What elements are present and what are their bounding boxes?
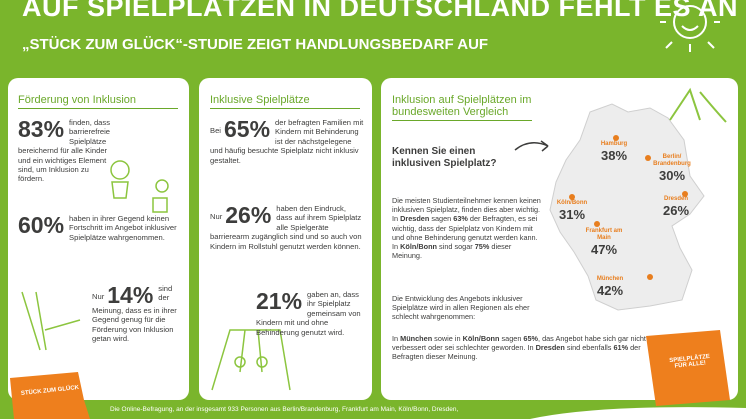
paragraph: In München sowie in Köln/Bonn sagen 65%,… xyxy=(392,334,652,362)
footer: Die Online-Befragung, an der insgesamt 9… xyxy=(110,406,459,413)
city-dots xyxy=(569,135,688,280)
title: AUF SPIELPLÄTZEN IN DEUTSCHLAND FEHLT ES… xyxy=(22,0,746,22)
subtitle: „STÜCK ZUM GLÜCK“-STUDIE ZEIGT HANDLUNGS… xyxy=(22,36,489,53)
city-value: 47% xyxy=(590,242,618,257)
stat-prefix: Nur xyxy=(92,292,105,301)
city-name: München xyxy=(596,276,624,282)
stat-text: der befragten Familien mit Kindern mit B… xyxy=(210,118,364,165)
paragraph: Die Entwicklung des Angebots inklusiver … xyxy=(392,294,542,322)
map xyxy=(549,103,705,311)
emphasis: Dresden xyxy=(400,214,430,224)
city-label: Berlin/ Brandenburg 30% xyxy=(648,154,696,183)
city-value: 38% xyxy=(600,148,628,163)
stat-prefix: Nur xyxy=(210,212,223,221)
emphasis: Köln/Bonn xyxy=(400,242,438,252)
stat-value: 60% xyxy=(18,212,65,238)
emphasis: 65% xyxy=(523,334,539,343)
logo-band xyxy=(530,407,746,419)
text: , das Angebot habe sich gar nicht verbes… xyxy=(392,334,646,353)
city-value: 26% xyxy=(662,203,690,218)
stat-value: 65% xyxy=(223,116,271,142)
text: In xyxy=(392,334,401,343)
text: Die meisten Studienteilnehmer kennen kei… xyxy=(392,196,541,224)
stat-value: 83% xyxy=(18,116,65,142)
city-value: 31% xyxy=(558,207,586,222)
stat-text: gaben an, dass ihr Spielplatz gemeinsam … xyxy=(256,290,361,337)
stat-text: haben in ihrer Gegend keinen Fortschritt… xyxy=(69,214,177,242)
emphasis: 61% xyxy=(613,343,629,353)
stat-value: 14% xyxy=(107,282,154,308)
stat: 21% gaben an, dass ihr Spielplatz gemeins… xyxy=(256,290,364,337)
stat-text: sind der Meinung, dass es in ihrer Gegen… xyxy=(92,284,177,344)
stat-text: finden, dass barrierefreie Spielplätze b… xyxy=(18,118,110,184)
city-value: 42% xyxy=(596,283,624,298)
text: sind ebenfalls xyxy=(564,343,614,353)
stat-value: 21% xyxy=(256,288,303,314)
sun xyxy=(660,5,720,52)
card xyxy=(8,78,189,400)
question: Kennen Sie einen inklusiven Spielplatz? xyxy=(392,146,497,169)
badge-shape xyxy=(10,372,90,419)
emphasis: Köln/Bonn xyxy=(462,334,500,343)
stat-prefix: Bei xyxy=(210,126,221,135)
text: sagen xyxy=(499,334,524,343)
paragraph: Die meisten Studienteilnehmer kennen kei… xyxy=(392,196,542,260)
city-name: Dresden xyxy=(663,196,688,202)
text: sind sogar xyxy=(437,242,475,252)
emphasis: München xyxy=(400,334,433,343)
badge-shape xyxy=(646,330,730,406)
city-label: München 42% xyxy=(590,276,630,298)
text: dieser Meinung. xyxy=(392,242,512,261)
card-heading: Förderung von Inklusion xyxy=(18,94,178,109)
stat: Nur 26% haben den Eindruck, dass auf ihrem… xyxy=(210,204,364,251)
stat: 60% haben in ihrer Gegend keinen Fortschr… xyxy=(18,214,180,242)
city-label: Dresden 26% xyxy=(656,196,696,218)
stat: 83% finden, dass barrierefreie Spielplätz… xyxy=(18,118,110,184)
text: sowie in xyxy=(432,334,463,343)
arrow xyxy=(514,142,549,151)
city-name: Hamburg xyxy=(600,141,628,147)
stat: Nur 14% sind der Meinung, dass es in ihrer… xyxy=(92,284,182,344)
city-name: Frankfurt am Main xyxy=(585,228,623,241)
city-label: Frankfurt am Main 47% xyxy=(584,228,624,257)
emphasis: 63% xyxy=(453,214,468,224)
swing-icon xyxy=(211,329,291,391)
card-heading: Inklusive Spielplätze xyxy=(210,94,360,109)
city-label: Hamburg 38% xyxy=(594,141,634,163)
text: sagen xyxy=(429,214,454,224)
emphasis: 75% xyxy=(474,242,490,252)
city-name: Köln/Bonn xyxy=(556,200,588,206)
text: der Befragten dieser Meinung. xyxy=(392,343,641,362)
text: der Befragten, es sei wichtig, dass der … xyxy=(392,214,538,252)
stat-value: 26% xyxy=(225,202,272,228)
arrow-head xyxy=(540,140,549,152)
card-heading: Inklusion auf Spielplätzen im bundesweit… xyxy=(392,94,532,121)
kids-icon xyxy=(21,160,169,351)
stat-text: haben den Eindruck, dass auf ihrem Spiel… xyxy=(210,204,362,251)
card xyxy=(199,78,372,400)
stat: Bei 65% der befragten Familien mit Kindern… xyxy=(210,118,364,165)
slide-icon xyxy=(669,87,727,123)
city-name: Berlin/ Brandenburg xyxy=(653,154,691,167)
city-label: Köln/Bonn 31% xyxy=(552,200,592,222)
text: Die Entwicklung des Angebots inklusiver … xyxy=(392,294,530,322)
city-value: 30% xyxy=(658,168,686,183)
emphasis: Dresden xyxy=(535,343,565,353)
